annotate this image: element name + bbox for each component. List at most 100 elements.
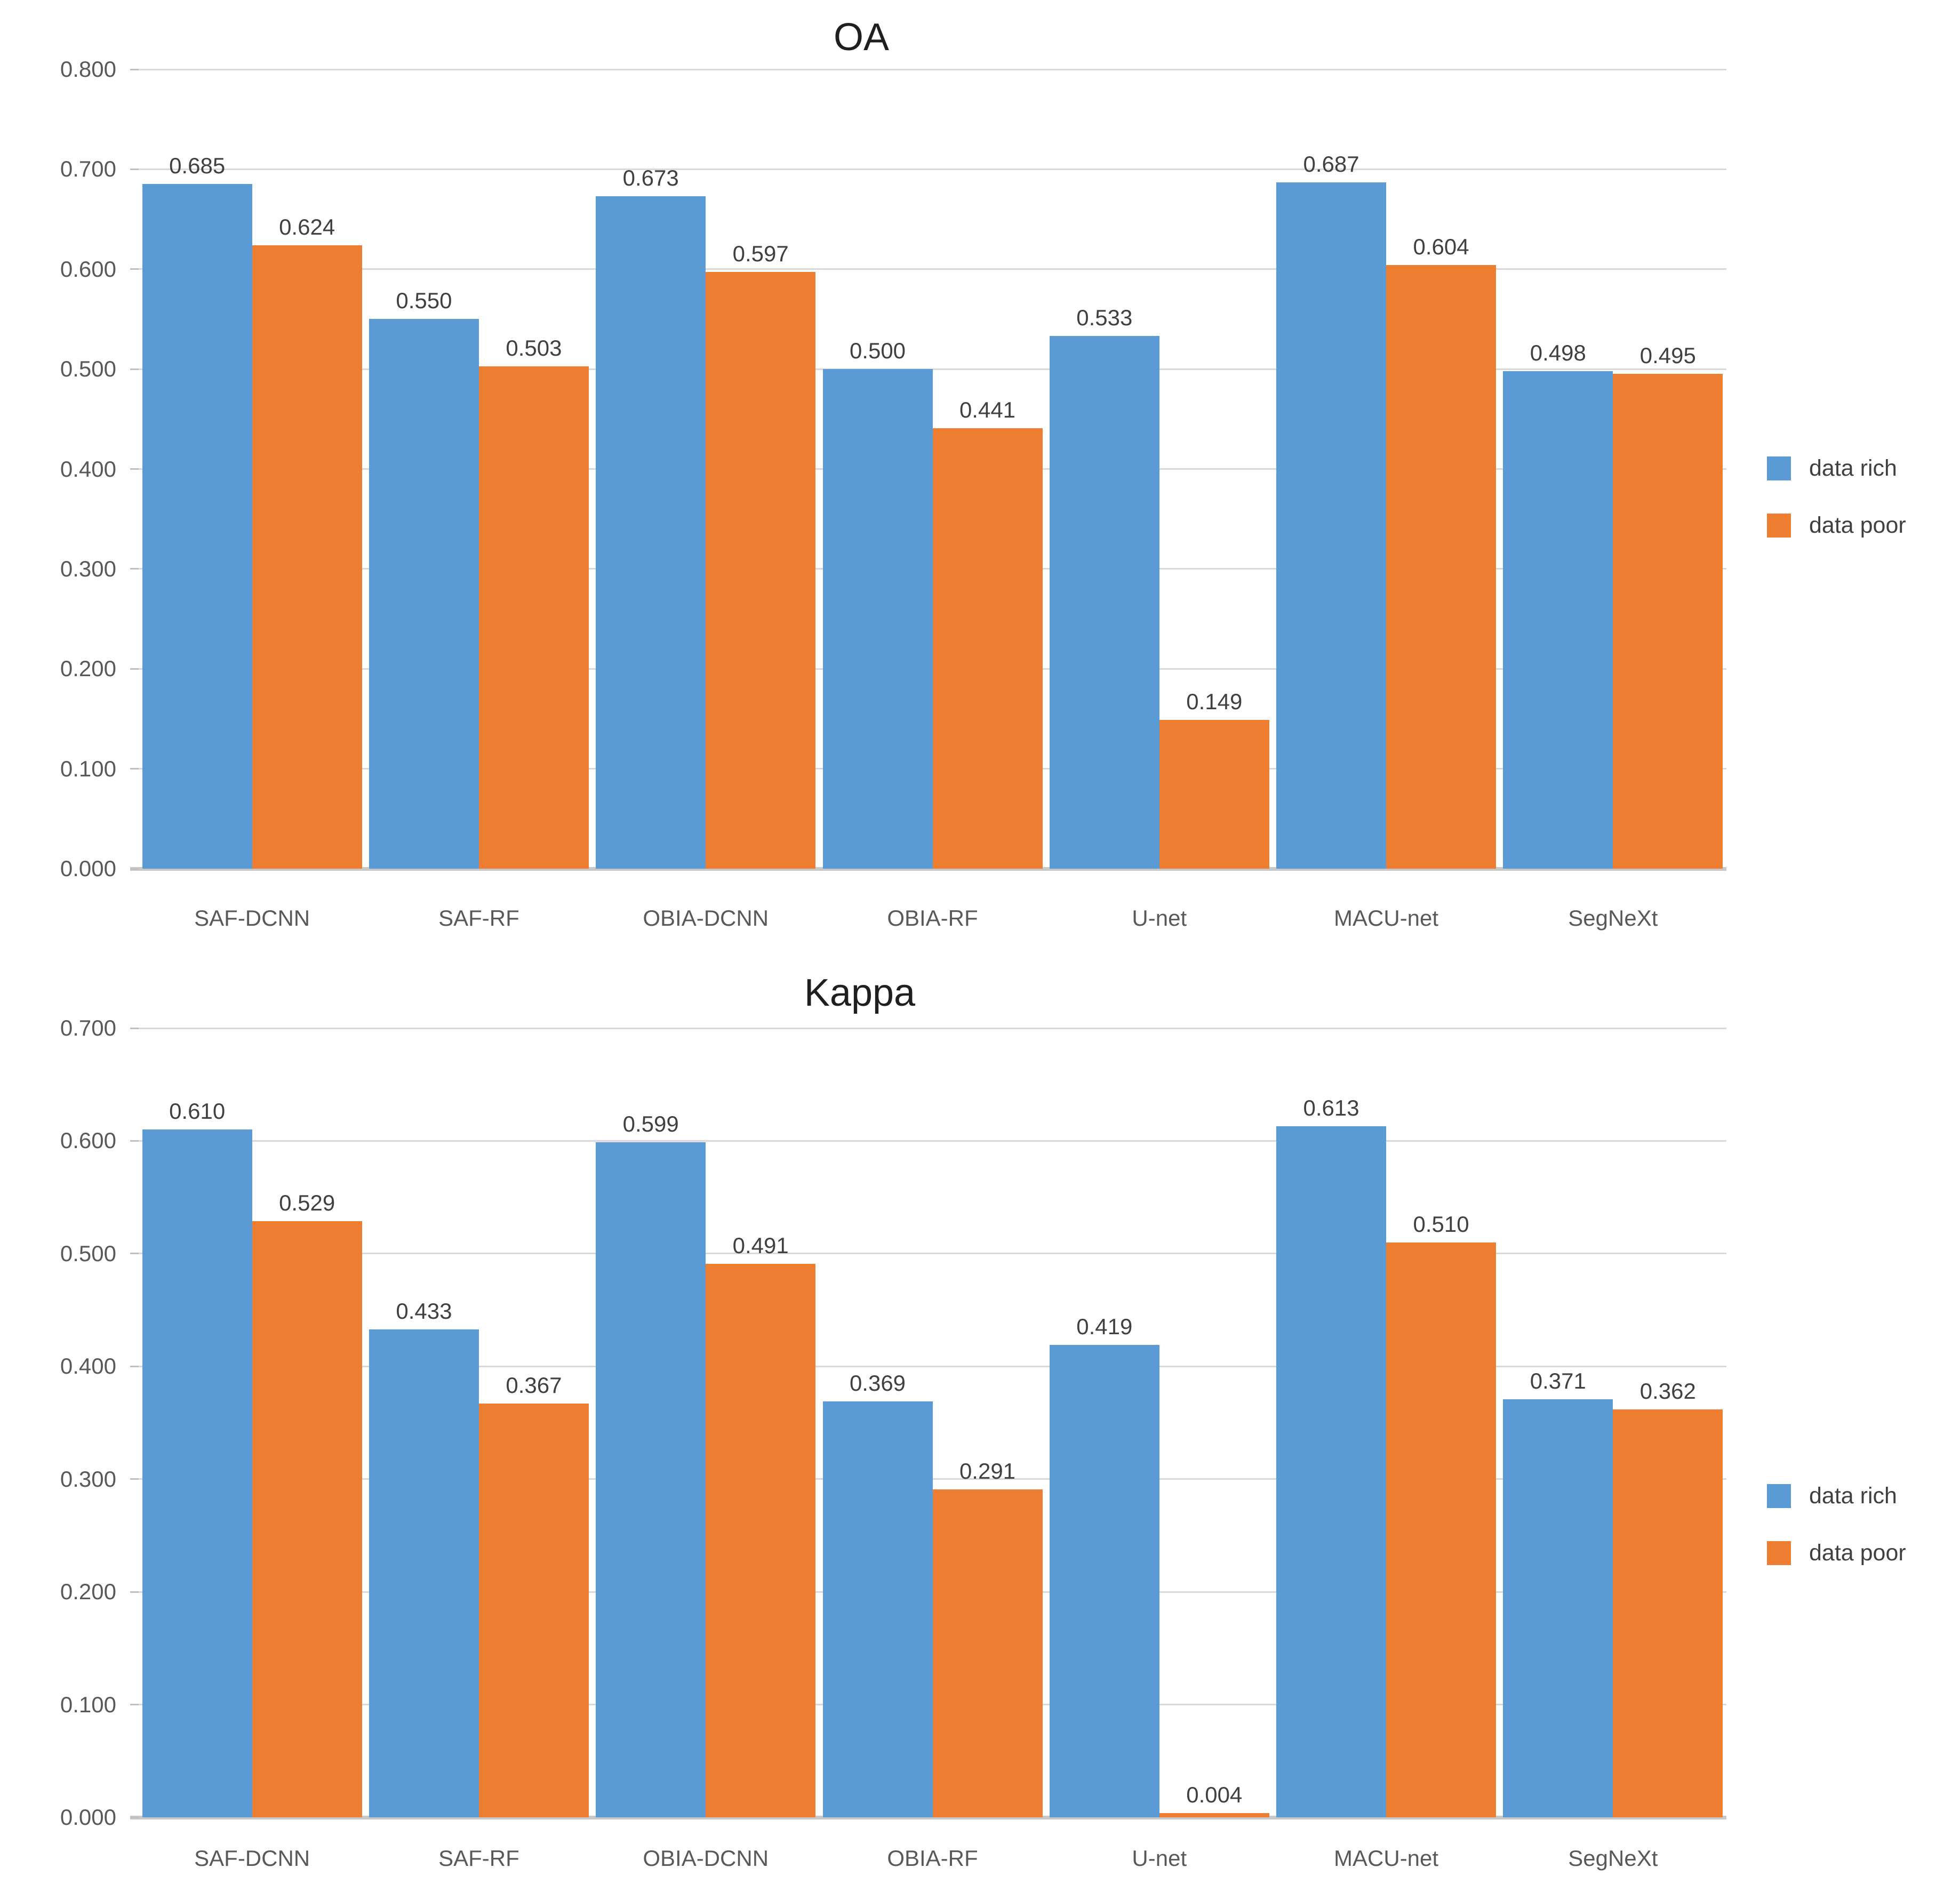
x-category-label-obia-dcnn: OBIA-DCNN (643, 905, 769, 931)
chart-title-oa: OA (833, 16, 890, 59)
y-gridline (139, 268, 1726, 270)
y-tick-label: 0.000 (60, 1805, 116, 1830)
value-label-data-rich-segnext: 0.371 (1530, 1368, 1586, 1393)
y-tick-mark (130, 668, 139, 670)
bar-data-rich-u-net (1049, 336, 1159, 869)
y-tick-mark (130, 68, 139, 70)
legend-label-data-rich: data rich (1809, 1483, 1897, 1509)
y-gridline (139, 68, 1726, 70)
bar-data-poor-obia-dcnn (706, 272, 816, 869)
y-tick-mark (130, 1704, 139, 1706)
y-tick-mark (130, 1478, 139, 1480)
y-tick-label: 0.500 (60, 356, 116, 382)
y-tick-mark (130, 768, 139, 770)
x-category-label-macu-net: MACU-net (1334, 905, 1439, 931)
x-category-label-saf-rf: SAF-RF (438, 905, 519, 931)
value-label-data-poor-macu-net: 0.510 (1413, 1211, 1469, 1237)
bar-data-poor-obia-rf (932, 1489, 1043, 1817)
bar-data-poor-macu-net (1386, 265, 1497, 869)
bar-data-rich-obia-rf (822, 369, 933, 869)
bar-data-poor-u-net (1159, 1813, 1269, 1817)
value-label-data-poor-u-net: 0.004 (1186, 1782, 1243, 1807)
bar-data-poor-macu-net (1386, 1242, 1497, 1817)
value-label-data-poor-saf-dcnn: 0.624 (279, 214, 335, 239)
legend-swatch-data-poor (1767, 1541, 1791, 1565)
y-tick-label: 0.400 (60, 1353, 116, 1379)
bar-data-poor-saf-rf (478, 1404, 589, 1817)
legend-swatch-data-rich (1767, 1484, 1791, 1508)
bar-data-rich-u-net (1049, 1345, 1159, 1817)
y-gridline (139, 1478, 1726, 1480)
value-label-data-poor-u-net: 0.149 (1186, 688, 1243, 714)
x-axis-line (130, 867, 1726, 871)
y-gridline (139, 168, 1726, 170)
value-label-data-poor-saf-dcnn: 0.529 (279, 1190, 335, 1215)
y-tick-label: 0.700 (60, 1015, 116, 1040)
bar-data-rich-macu-net (1276, 1126, 1387, 1817)
y-tick-label: 0.600 (60, 1128, 116, 1153)
value-label-data-rich-u-net: 0.533 (1076, 305, 1133, 331)
y-gridline (139, 368, 1726, 370)
value-label-data-rich-obia-dcnn: 0.599 (622, 1111, 679, 1136)
value-label-data-rich-obia-rf: 0.500 (849, 338, 906, 364)
y-tick-mark (130, 168, 139, 170)
value-label-data-poor-obia-rf: 0.441 (959, 397, 1016, 422)
value-label-data-rich-saf-rf: 0.433 (396, 1298, 452, 1324)
bar-data-rich-obia-rf (822, 1401, 933, 1817)
x-category-label-segnext: SegNeXt (1568, 1846, 1658, 1871)
bar-data-rich-macu-net (1276, 182, 1387, 869)
x-category-label-macu-net: MACU-net (1334, 1846, 1439, 1871)
value-label-data-rich-u-net: 0.419 (1076, 1314, 1133, 1340)
chart-title-kappa: Kappa (804, 972, 916, 1014)
x-category-label-saf-dcnn: SAF-DCNN (194, 905, 310, 931)
value-label-data-rich-saf-dcnn: 0.685 (169, 153, 226, 179)
x-category-label-obia-rf: OBIA-RF (887, 1846, 978, 1871)
y-tick-label: 0.200 (60, 1579, 116, 1605)
y-tick-label: 0.800 (60, 57, 116, 82)
bar-data-rich-segnext (1503, 1399, 1613, 1817)
value-label-data-poor-obia-rf: 0.291 (959, 1458, 1016, 1484)
y-tick-mark (130, 468, 139, 470)
x-category-label-segnext: SegNeXt (1568, 905, 1658, 931)
y-tick-mark (130, 368, 139, 370)
y-gridline (139, 1253, 1726, 1255)
y-tick-label: 0.300 (60, 1466, 116, 1492)
bar-data-poor-segnext (1613, 374, 1723, 869)
y-tick-mark (130, 1253, 139, 1255)
bar-data-rich-saf-rf (369, 1329, 479, 1817)
value-label-data-poor-macu-net: 0.604 (1413, 234, 1469, 260)
y-tick-label: 0.100 (60, 756, 116, 781)
value-label-data-rich-saf-dcnn: 0.610 (169, 1099, 226, 1124)
legend-label-data-poor: data poor (1809, 512, 1906, 538)
bar-data-poor-obia-dcnn (706, 1263, 816, 1817)
x-category-label-u-net: U-net (1132, 1846, 1187, 1871)
bar-data-poor-obia-rf (932, 428, 1043, 869)
y-tick-label: 0.000 (60, 856, 116, 881)
value-label-data-rich-obia-dcnn: 0.673 (622, 165, 679, 190)
value-label-data-poor-obia-dcnn: 0.597 (732, 241, 789, 267)
x-category-label-saf-dcnn: SAF-DCNN (194, 1846, 310, 1871)
bar-data-rich-obia-dcnn (596, 1142, 706, 1817)
legend-swatch-data-poor (1767, 513, 1791, 538)
x-category-label-saf-rf: SAF-RF (438, 1846, 519, 1871)
bar-data-rich-saf-dcnn (142, 1129, 252, 1817)
y-gridline (139, 1027, 1726, 1029)
bar-data-rich-saf-rf (369, 319, 479, 869)
y-tick-mark (130, 1591, 139, 1593)
value-label-data-rich-saf-rf: 0.550 (396, 288, 452, 314)
x-category-label-obia-dcnn: OBIA-DCNN (643, 1846, 769, 1871)
legend-swatch-data-rich (1767, 456, 1791, 480)
x-category-label-u-net: U-net (1132, 905, 1187, 931)
y-tick-label: 0.300 (60, 556, 116, 581)
value-label-data-poor-segnext: 0.495 (1639, 343, 1696, 368)
bar-data-rich-saf-dcnn (142, 184, 252, 869)
y-tick-label: 0.600 (60, 256, 116, 282)
y-tick-mark (130, 268, 139, 270)
y-gridline (139, 1140, 1726, 1142)
value-label-data-rich-segnext: 0.498 (1530, 340, 1586, 365)
bar-data-poor-u-net (1159, 719, 1269, 869)
y-tick-label: 0.700 (60, 156, 116, 182)
value-label-data-rich-macu-net: 0.613 (1303, 1095, 1359, 1120)
value-label-data-poor-saf-rf: 0.503 (506, 335, 562, 360)
value-label-data-poor-saf-rf: 0.367 (506, 1373, 562, 1398)
